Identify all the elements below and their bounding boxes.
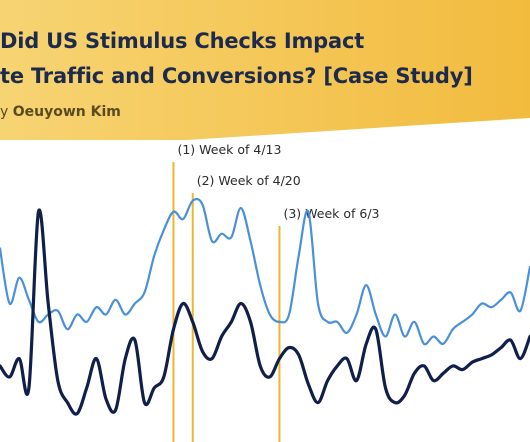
series-lines [0, 197, 530, 416]
annotation-markers: (1) Week of 4/13 (2) Week of 4/20 (3) Week… [172, 142, 380, 442]
article-title-line-2: te Traffic and Conversions? [Case Study] [0, 64, 473, 88]
title-banner: Did US Stimulus Checks Impact te Traffic… [0, 0, 530, 140]
byline-prefix: y [0, 104, 13, 120]
byline: y Oeuyown Kim [0, 104, 121, 120]
byline-author: Oeuyown Kim [12, 104, 121, 120]
annotation-label-2: (2) Week of 4/20 [197, 173, 301, 188]
article-title-line-1: Did US Stimulus Checks Impact [0, 29, 365, 53]
banner-background [0, 0, 530, 140]
annotation-label-3: (3) Week of 6/3 [283, 206, 379, 221]
annotation-label-1: (1) Week of 4/13 [177, 142, 281, 157]
series-line-2 [0, 208, 530, 416]
series-line-1 [0, 197, 530, 346]
